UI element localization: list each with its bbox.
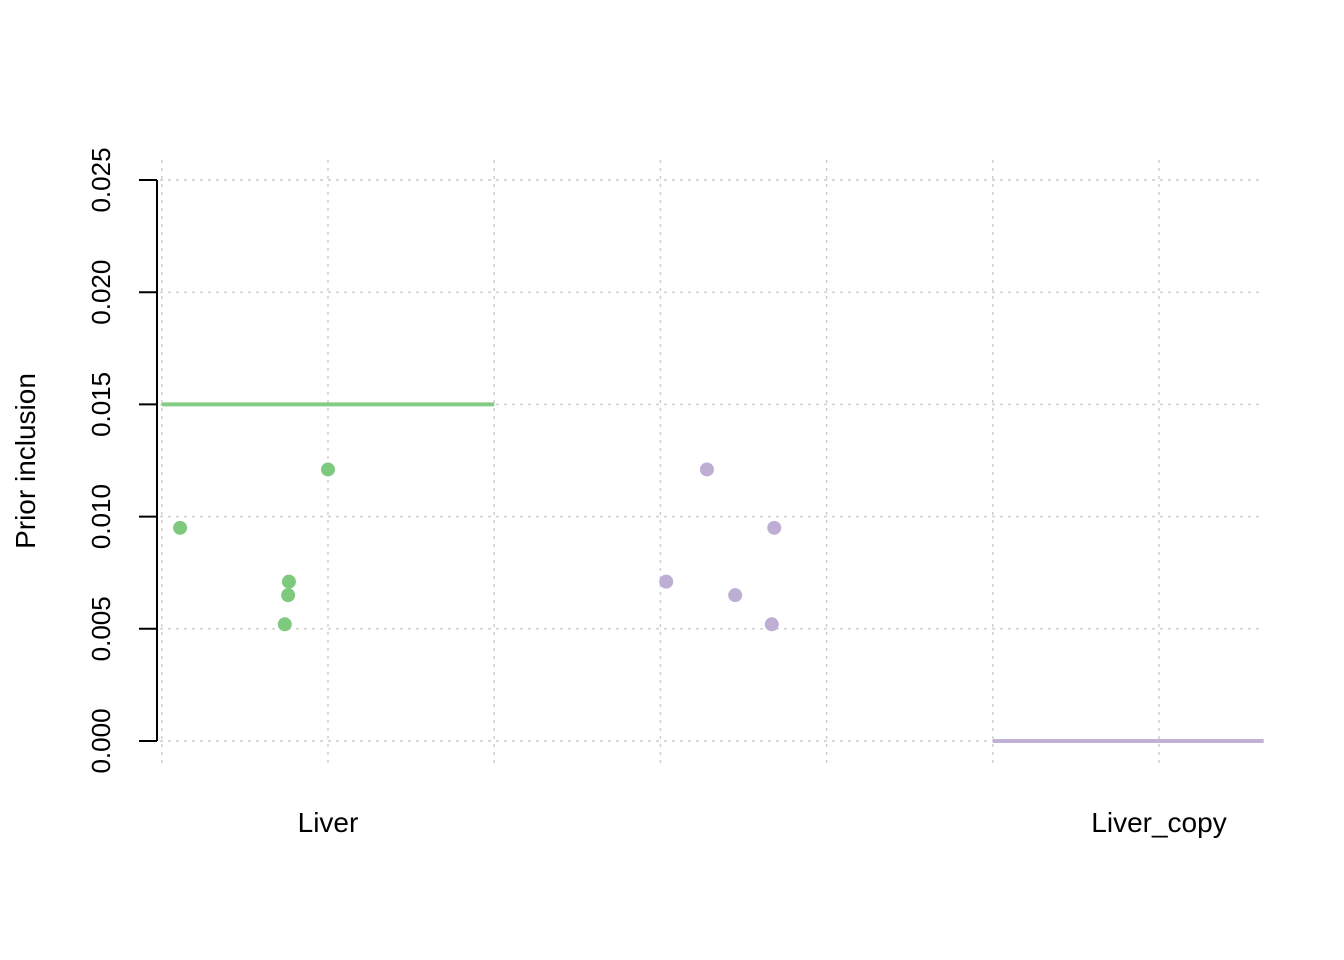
data-points (173, 462, 782, 632)
x-axis-labels: Liver Liver_copy (298, 807, 1227, 838)
data-point (764, 617, 779, 632)
category-label: Liver (298, 807, 359, 838)
data-point (173, 520, 188, 535)
y-tick-label: 0.020 (86, 260, 116, 325)
category-label: Liver_copy (1091, 807, 1226, 838)
data-point (728, 588, 743, 603)
y-axis-title: Prior inclusion (10, 373, 41, 549)
data-point (699, 462, 714, 477)
data-point (281, 588, 296, 603)
grid-lines (160, 160, 1262, 765)
y-tick-label: 0.015 (86, 372, 116, 437)
y-tick-label: 0.000 (86, 708, 116, 773)
data-point (767, 520, 782, 535)
prior-lines (161, 402, 1264, 743)
data-point (321, 462, 335, 477)
data-point (281, 574, 296, 589)
y-tick-label: 0.010 (86, 484, 116, 549)
y-axis: 0.000 0.005 0.010 0.015 0.020 0.025 (86, 147, 158, 774)
data-point (659, 574, 674, 589)
y-tick-label: 0.005 (86, 596, 116, 661)
y-tick-label: 0.025 (86, 147, 116, 212)
data-point (277, 617, 292, 632)
